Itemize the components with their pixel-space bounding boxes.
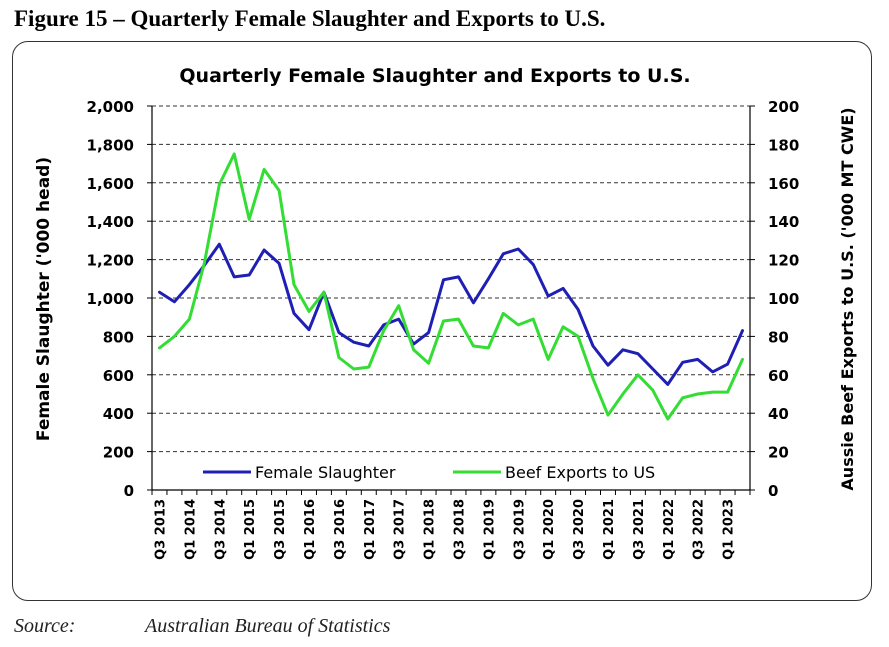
x-tick-label: Q1 2014 bbox=[183, 499, 198, 560]
y2-tick-label: 60 bbox=[768, 367, 789, 385]
y-tick-label: 1,800 bbox=[87, 136, 134, 154]
y2-tick-label: 20 bbox=[768, 444, 789, 462]
y-tick-label: 1,000 bbox=[87, 290, 134, 308]
series-lines bbox=[158, 152, 744, 421]
source-text: Australian Bureau of Statistics bbox=[145, 615, 391, 637]
x-tick-label: Q3 2018 bbox=[452, 499, 467, 560]
x-tick-label: Q1 2017 bbox=[363, 499, 378, 560]
source-label: Source: bbox=[14, 615, 76, 637]
x-tick-label: Q3 2015 bbox=[273, 499, 288, 560]
legend: Female Slaughter Beef Exports to US bbox=[203, 463, 655, 482]
y-tick-label: 400 bbox=[103, 405, 134, 423]
y-tick-label: 800 bbox=[103, 328, 134, 346]
x-tick-label: Q1 2020 bbox=[542, 499, 557, 560]
legend-label: Female Slaughter bbox=[255, 463, 396, 482]
y2-tick-label: 160 bbox=[768, 175, 799, 193]
x-tick-label: Q3 2020 bbox=[572, 499, 587, 560]
y2-tick-label: 200 bbox=[768, 98, 799, 116]
y2-tick-label: 40 bbox=[768, 405, 789, 423]
x-tick-label: Q1 2018 bbox=[423, 499, 438, 560]
x-tick-label: Q3 2014 bbox=[213, 499, 228, 560]
y2-tick-label: 120 bbox=[768, 252, 799, 270]
y-tick-label: 1,600 bbox=[87, 175, 134, 193]
y-tick-label: 1,400 bbox=[87, 213, 134, 231]
y-tick-label: 1,200 bbox=[87, 252, 134, 270]
series-line-female-slaughter bbox=[158, 242, 744, 386]
y2-tick-label: 180 bbox=[768, 136, 799, 154]
y2-tick-label: 100 bbox=[768, 290, 799, 308]
x-tick-label: Q1 2022 bbox=[662, 499, 677, 560]
chart-frame: Quarterly Female Slaughter and Exports t… bbox=[12, 41, 872, 601]
y-tick-label: 600 bbox=[103, 367, 134, 385]
x-tick-label: Q3 2016 bbox=[333, 499, 348, 560]
legend-label: Beef Exports to US bbox=[505, 463, 655, 482]
axes bbox=[147, 105, 755, 495]
y2-axis-label: Aussie Beef Exports to U.S. ('000 MT CWE… bbox=[838, 107, 857, 490]
tick-labels: 02004006008001,0001,2001,4001,6001,8002,… bbox=[87, 98, 800, 560]
y2-tick-label: 80 bbox=[768, 328, 789, 346]
x-tick-label: Q3 2013 bbox=[153, 499, 168, 560]
chart-title: Quarterly Female Slaughter and Exports t… bbox=[179, 65, 690, 87]
gridlines bbox=[152, 105, 750, 453]
x-tick-label: Q3 2021 bbox=[632, 499, 647, 560]
y2-tick-label: 140 bbox=[768, 213, 799, 231]
series-line-beef-exports-to-us bbox=[158, 152, 744, 421]
x-tick-label: Q1 2016 bbox=[303, 499, 318, 560]
x-tick-label: Q3 2019 bbox=[512, 499, 527, 560]
chart: Quarterly Female Slaughter and Exports t… bbox=[34, 65, 857, 560]
y-tick-label: 200 bbox=[103, 444, 134, 462]
x-tick-label: Q1 2021 bbox=[602, 499, 617, 560]
x-tick-label: Q1 2023 bbox=[722, 499, 737, 560]
x-tick-label: Q1 2015 bbox=[243, 499, 258, 560]
x-tick-label: Q3 2017 bbox=[393, 499, 408, 560]
y-axis-label: Female Slaughter ('000 head) bbox=[34, 157, 54, 441]
x-tick-label: Q1 2019 bbox=[482, 499, 497, 560]
y-tick-label: 0 bbox=[124, 482, 134, 500]
y2-tick-label: 0 bbox=[768, 482, 778, 500]
figure-title: Figure 15 – Quarterly Female Slaughter a… bbox=[14, 6, 606, 31]
y-tick-label: 2,000 bbox=[87, 98, 134, 116]
x-tick-label: Q3 2022 bbox=[692, 499, 707, 560]
